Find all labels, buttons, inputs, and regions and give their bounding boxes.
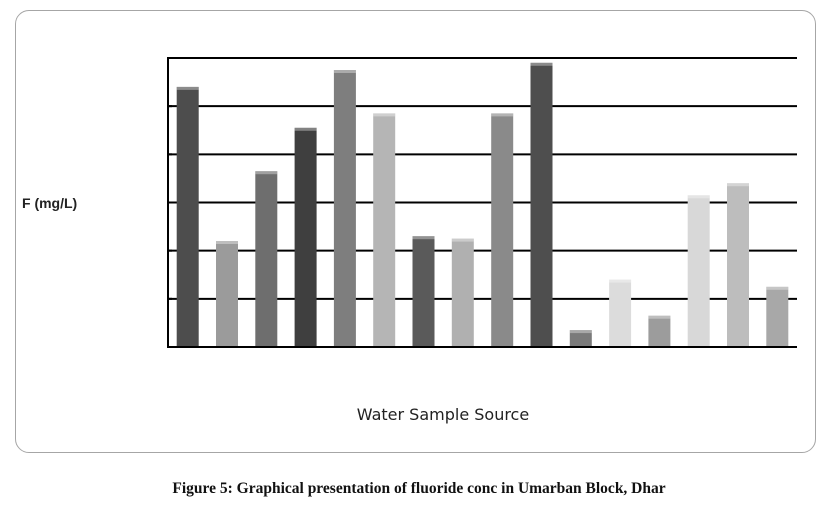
bar-10 [530, 62, 553, 348]
bar-4-highlight [294, 127, 317, 131]
bar-7-highlight [412, 236, 435, 240]
bar-16-highlight [766, 286, 789, 290]
x-axis-label: Water Sample Source [357, 405, 529, 424]
bar-1 [176, 86, 199, 348]
bar-3 [255, 171, 278, 347]
bar-11-highlight [569, 330, 592, 334]
bar-5-highlight [333, 70, 356, 73]
bar-10-highlight [530, 62, 553, 66]
bar-6 [373, 113, 396, 348]
bar-1-highlight [176, 86, 199, 90]
bar-11 [569, 330, 592, 347]
y-axis-label: F (mg/L) [22, 195, 77, 211]
bar-14 [687, 195, 710, 347]
bar-9-highlight [491, 113, 514, 117]
bar-14-highlight [687, 195, 710, 199]
bar-13-highlight [648, 315, 671, 319]
bar-chart: F (mg/L) Water Sample Source [22, 57, 797, 424]
chart-frame [15, 10, 816, 453]
bar-4 [294, 127, 317, 347]
bar-8 [451, 238, 474, 347]
figure-caption: Figure 5: Graphical presentation of fluo… [172, 480, 666, 497]
bar-2-highlight [216, 241, 238, 244]
bar-2 [216, 241, 238, 347]
bar-15-highlight [727, 183, 749, 187]
bar-3-highlight [255, 171, 278, 175]
bar-8-highlight [451, 238, 474, 242]
bars [176, 62, 789, 348]
bar-13 [648, 315, 671, 347]
bar-12-highlight [609, 279, 632, 283]
bar-12 [609, 279, 632, 347]
bar-16 [766, 286, 789, 347]
bar-7 [412, 236, 435, 347]
bar-5 [333, 70, 356, 347]
bar-6-highlight [373, 113, 396, 117]
bar-15 [727, 183, 749, 347]
bar-9 [491, 113, 514, 348]
